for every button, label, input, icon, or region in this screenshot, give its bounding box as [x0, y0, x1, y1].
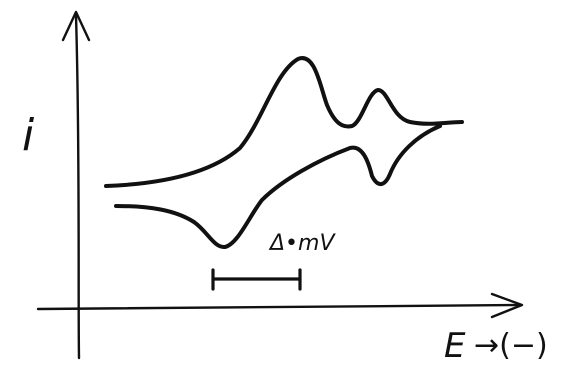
y-axis [74, 14, 81, 360]
scale-bar-label: Δ•mV [268, 231, 336, 256]
x-axis [36, 303, 522, 311]
x-axis-arrowhead [490, 292, 524, 319]
x-axis-label: E [444, 326, 466, 366]
y-axis-arrowhead [61, 10, 91, 42]
reverse-scan-curve [114, 124, 442, 249]
y-axis-label: i [22, 110, 35, 161]
forward-scan-curve [104, 56, 464, 188]
x-axis-direction-label: →(−) [474, 328, 548, 363]
